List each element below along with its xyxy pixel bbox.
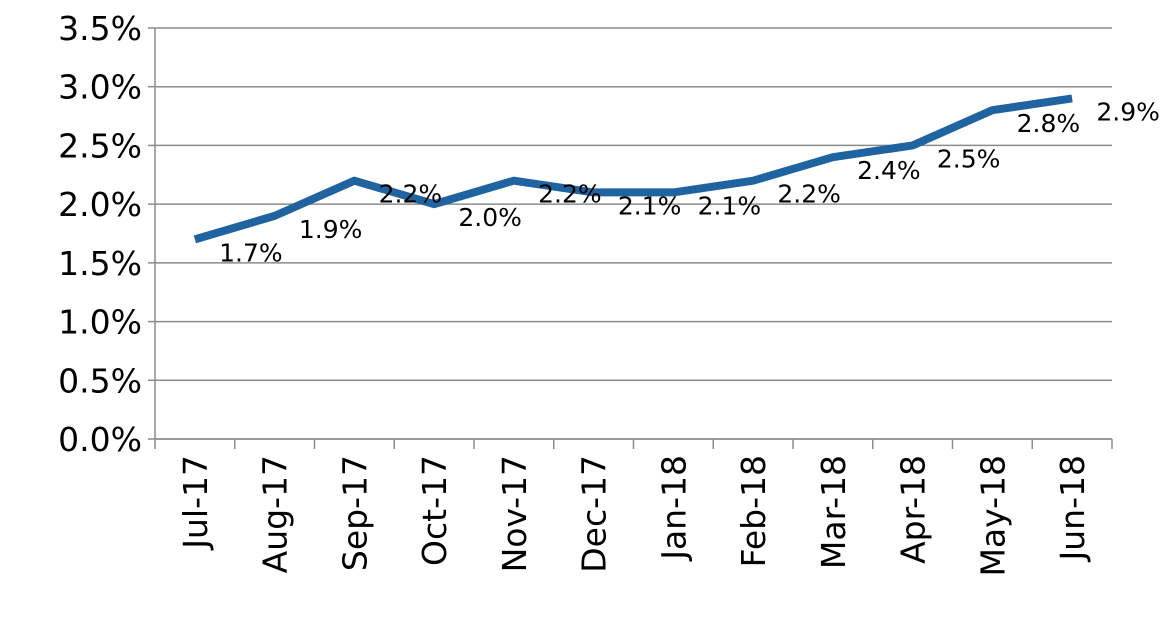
data-label: 2.0% [458, 203, 522, 232]
x-tick-label: Apr-18 [894, 455, 933, 564]
y-tick-label: 0.5% [58, 361, 142, 400]
data-label: 2.2% [538, 180, 602, 209]
x-tick-label: Sep-17 [335, 455, 374, 571]
x-tick-label: Jan-18 [654, 455, 693, 562]
data-label: 2.9% [1096, 97, 1160, 126]
x-tick-label: Aug-17 [256, 455, 295, 573]
data-label: 2.1% [698, 191, 762, 220]
data-label: 2.5% [937, 144, 1001, 173]
x-tick-label: Nov-17 [495, 455, 534, 572]
y-tick-label: 1.0% [58, 303, 142, 342]
data-label: 2.1% [618, 191, 682, 220]
data-label: 1.9% [299, 215, 363, 244]
y-tick-label: 1.5% [58, 244, 142, 283]
data-label: 2.2% [777, 180, 841, 209]
y-tick-label: 2.5% [58, 126, 142, 165]
x-tick-label: Feb-18 [734, 455, 773, 567]
x-tick-label: Dec-17 [575, 455, 614, 573]
x-tick-label: Oct-17 [415, 455, 454, 566]
y-tick-label: 3.0% [58, 68, 142, 107]
data-label: 2.4% [857, 156, 921, 185]
y-tick-label: 2.0% [58, 185, 142, 224]
data-label: 2.2% [379, 180, 443, 209]
data-label: 2.8% [1017, 109, 1081, 138]
data-label: 1.7% [219, 238, 283, 267]
x-tick-label: May-18 [973, 455, 1012, 577]
y-tick-label: 3.5% [58, 9, 142, 48]
line-series [193, 94, 1073, 244]
x-tick-label: Jun-18 [1053, 455, 1092, 562]
x-tick-label: Jul-17 [176, 455, 215, 551]
y-tick-label: 0.0% [58, 420, 142, 459]
x-tick-label: Mar-18 [814, 455, 853, 569]
